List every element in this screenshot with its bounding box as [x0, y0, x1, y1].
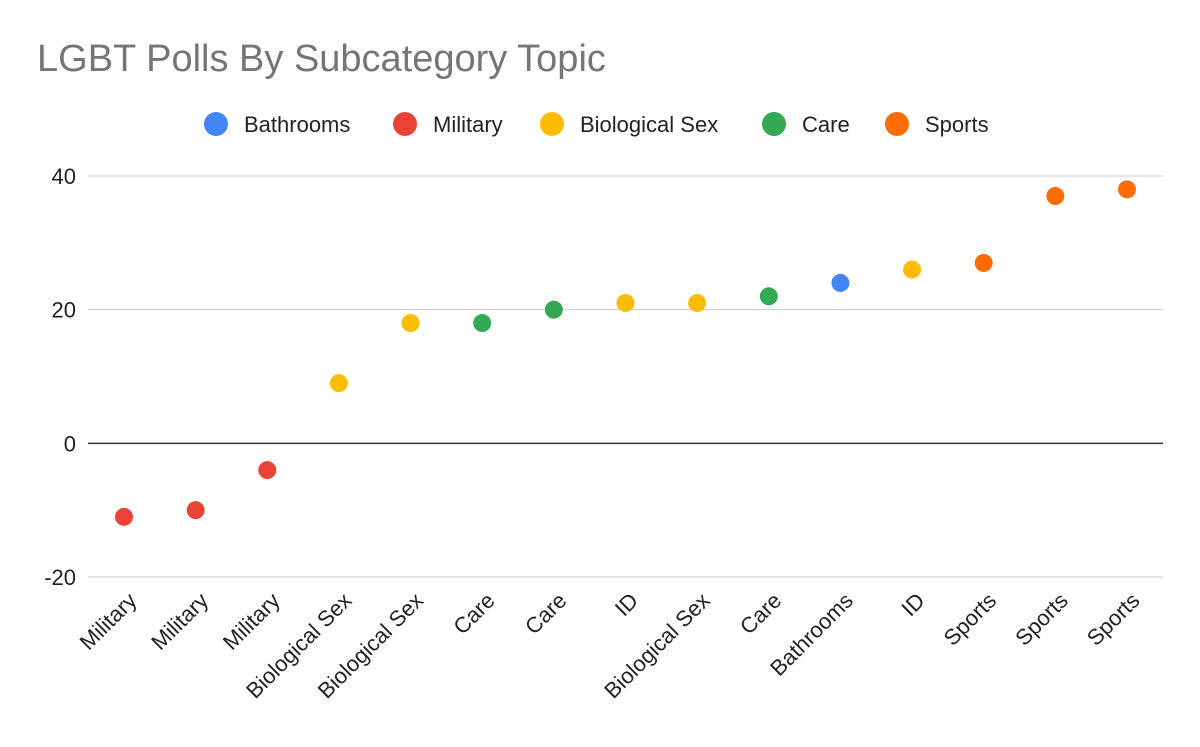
data-point: [115, 507, 133, 526]
y-axis-ticks: 40 20 0 -20: [44, 164, 76, 590]
data-point: [903, 260, 922, 279]
legend-marker-icon: [204, 112, 228, 136]
data-point: [616, 293, 635, 312]
y-tick-label: 20: [52, 298, 76, 323]
x-tick-label: Care: [735, 588, 786, 639]
data-point: [974, 253, 993, 272]
legend: Bathrooms Military Biological Sex Care Sport…: [204, 112, 989, 137]
data-point: [1046, 187, 1065, 206]
legend-label: Military: [433, 112, 503, 137]
y-tick-label: 0: [64, 431, 76, 456]
x-tick-label: Sports: [1082, 588, 1145, 651]
data-point: [401, 314, 420, 333]
data-point: [544, 300, 563, 319]
data-point: [1118, 180, 1136, 199]
legend-item: Sports: [885, 112, 989, 137]
legend-item: Military: [393, 112, 503, 137]
data-point: [258, 461, 277, 480]
legend-label: Sports: [925, 112, 989, 137]
legend-item: Biological Sex: [540, 112, 718, 137]
x-tick-label: ID: [896, 588, 929, 621]
legend-label: Biological Sex: [580, 112, 718, 137]
data-point: [688, 293, 707, 312]
x-tick-label: ID: [610, 588, 643, 621]
y-tick-label: 40: [52, 164, 76, 189]
legend-marker-icon: [393, 112, 417, 136]
legend-label: Care: [802, 112, 850, 137]
data-point: [186, 501, 205, 520]
x-tick-label: Care: [448, 588, 499, 639]
data-point: [329, 374, 348, 393]
legend-label: Bathrooms: [244, 112, 350, 137]
legend-marker-icon: [885, 112, 909, 136]
x-tick-label: Military: [75, 588, 142, 655]
x-tick-label: Sports: [1010, 588, 1073, 651]
legend-item: Bathrooms: [204, 112, 350, 137]
data-point: [831, 273, 850, 292]
data-point: [473, 314, 492, 333]
data-points: [115, 180, 1136, 526]
data-point: [759, 287, 778, 306]
x-tick-label: Care: [520, 588, 571, 639]
legend-item: Care: [762, 112, 850, 137]
y-tick-label: -20: [44, 565, 76, 590]
x-tick-label: Military: [146, 588, 213, 655]
legend-marker-icon: [540, 112, 564, 136]
chart-title: LGBT Polls By Subcategory Topic: [37, 38, 606, 80]
legend-marker-icon: [762, 112, 786, 136]
gridlines: [88, 175, 1163, 578]
x-tick-label: Sports: [939, 588, 1002, 651]
x-tick-label: Military: [218, 588, 285, 655]
